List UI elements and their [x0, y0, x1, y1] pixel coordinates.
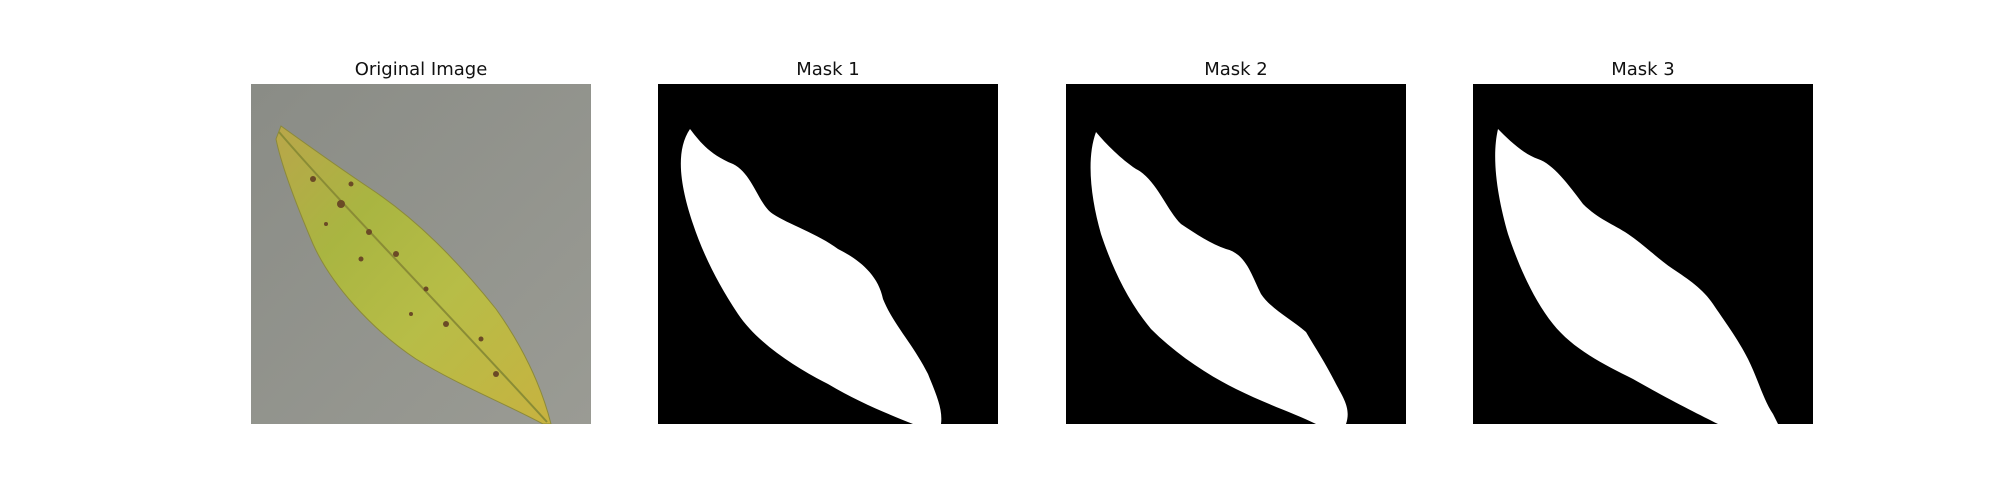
panel-title: Mask 3	[1611, 59, 1675, 80]
panel-mask-1: Mask 1	[658, 56, 998, 424]
panel-original-image: Original Image	[251, 56, 591, 424]
panel-mask-2: Mask 2	[1066, 56, 1406, 424]
panel-title: Original Image	[354, 59, 488, 80]
original-leaf-image	[251, 84, 591, 424]
mask-2-image	[1066, 84, 1406, 424]
panel-title: Mask 2	[1204, 59, 1268, 80]
panel-title: Mask 1	[796, 59, 860, 80]
mask-1-image	[658, 84, 998, 424]
mask-3-image	[1473, 84, 1813, 424]
panel-mask-3: Mask 3	[1473, 56, 1813, 424]
